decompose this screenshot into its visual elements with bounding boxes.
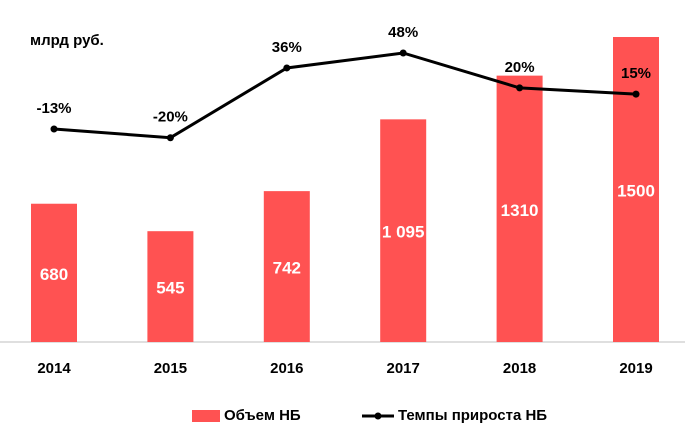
- bar-label-2015: 545: [156, 279, 184, 298]
- legend: Объем НБ Темпы прироста НБ: [0, 407, 685, 429]
- x-tick-2019: 2019: [619, 360, 652, 377]
- growth-line: [53, 51, 637, 140]
- legend-item-bar: Объем НБ: [192, 407, 301, 424]
- unit-label: млрд руб.: [30, 32, 104, 49]
- line-label-2014: -13%: [36, 100, 71, 117]
- line-point-2014: [50, 125, 58, 133]
- x-tick-2015: 2015: [154, 360, 187, 377]
- line-label-2015: -20%: [153, 109, 188, 126]
- x-tick-2017: 2017: [387, 360, 420, 377]
- line-point-2015: [166, 134, 174, 142]
- x-tick-2016: 2016: [270, 360, 303, 377]
- bar-label-2014: 680: [40, 265, 68, 284]
- bar-2017: [380, 119, 427, 342]
- line-point-2018: [516, 84, 524, 92]
- line-point-2019: [632, 90, 640, 98]
- bar-2016: [263, 191, 310, 342]
- bar-2019: [613, 37, 659, 342]
- legend-line-swatch: [362, 412, 394, 419]
- line-label-2018: 20%: [505, 59, 535, 76]
- x-tick-2014: 2014: [37, 360, 71, 377]
- bar-2018: [496, 75, 543, 342]
- legend-bar-label: Объем НБ: [224, 407, 301, 424]
- bar-label-2019: 1500: [617, 182, 655, 201]
- legend-item-line: Темпы прироста НБ: [360, 407, 547, 424]
- bar-2015: [147, 231, 194, 342]
- line-point-2016: [283, 64, 291, 72]
- x-tick-2018: 2018: [503, 360, 536, 377]
- bar-label-2017: 1 095: [382, 223, 425, 242]
- line-label-2019: 15%: [621, 65, 651, 82]
- bar-label-2016: 742: [273, 259, 301, 278]
- legend-bar-swatch: [192, 409, 220, 422]
- line-label-2016: 36%: [272, 39, 302, 56]
- bar-label-2018: 1310: [501, 201, 539, 220]
- line-point-2017: [399, 49, 407, 57]
- legend-line-label: Темпы прироста НБ: [398, 407, 548, 424]
- bar-2014: [31, 203, 77, 342]
- line-label-2017: 48%: [388, 24, 418, 41]
